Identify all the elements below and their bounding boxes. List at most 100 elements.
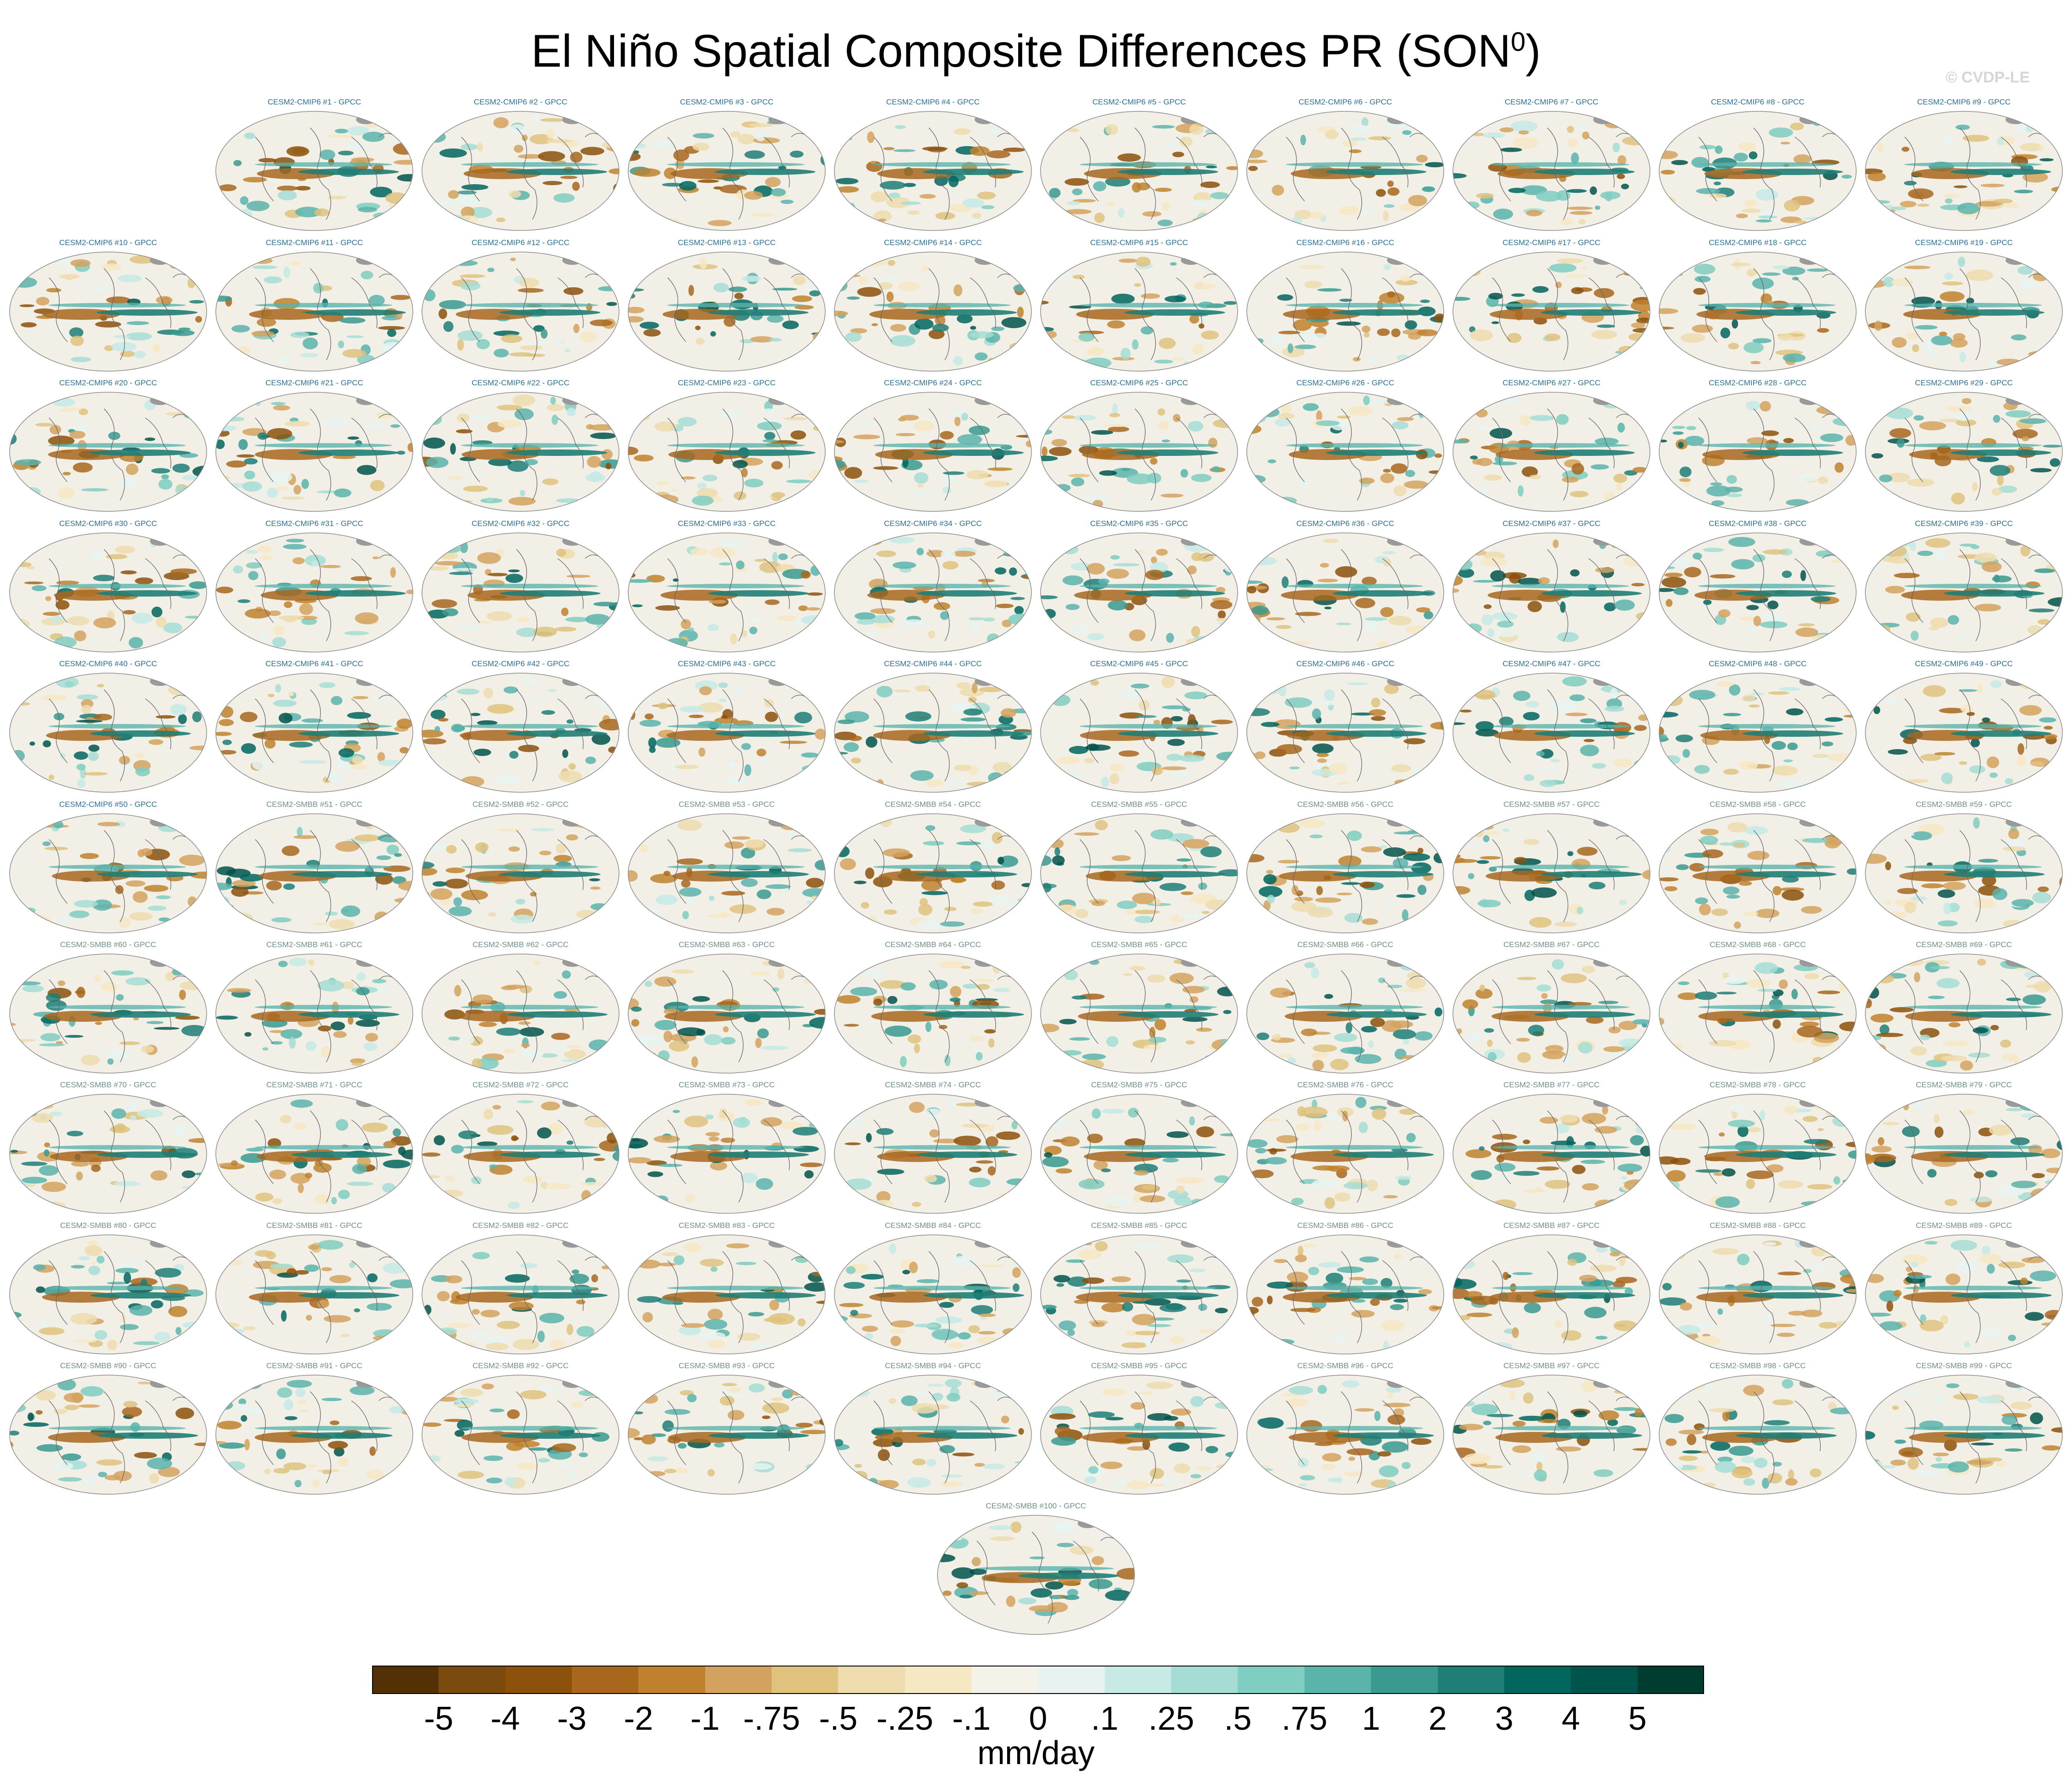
panel-label: CESM2-SMBB #66 - GPCC xyxy=(1297,940,1393,949)
map-outline xyxy=(628,813,826,933)
panel-label: CESM2-SMBB #88 - GPCC xyxy=(1710,1221,1806,1230)
map-outline xyxy=(215,532,413,652)
map-outline xyxy=(9,813,207,933)
ensemble-map-panel: CESM2-CMIP6 #2 - GPCC xyxy=(420,98,621,233)
map-outline xyxy=(1865,392,2063,512)
ensemble-map-panel: CESM2-CMIP6 #35 - GPCC xyxy=(1039,519,1239,655)
map-outline xyxy=(1453,252,1650,372)
precip-anomaly-field xyxy=(422,677,619,787)
ensemble-map-panel: CESM2-SMBB #91 - GPCC xyxy=(214,1361,415,1497)
map-outline xyxy=(1453,813,1650,933)
map-outline xyxy=(628,1234,826,1354)
map-outline xyxy=(1865,954,2063,1074)
panel-label: CESM2-SMBB #76 - GPCC xyxy=(1297,1080,1393,1089)
panel-label: CESM2-CMIP6 #34 - GPCC xyxy=(884,519,982,528)
ensemble-map-panel: CESM2-CMIP6 #22 - GPCC xyxy=(420,378,621,514)
panel-label: CESM2-CMIP6 #43 - GPCC xyxy=(678,659,776,668)
map-outline xyxy=(1246,1094,1444,1214)
map-outline xyxy=(1040,813,1238,933)
robinson-map xyxy=(1040,392,1238,512)
panel-label: CESM2-SMBB #96 - GPCC xyxy=(1297,1361,1393,1370)
ensemble-map-panel: CESM2-CMIP6 #29 - GPCC xyxy=(1864,378,2064,514)
ensemble-map-panel: CESM2-SMBB #52 - GPCC xyxy=(420,800,621,936)
precip-anomaly-field xyxy=(10,1098,207,1211)
ensemble-map-panel: CESM2-CMIP6 #45 - GPCC xyxy=(1039,659,1239,795)
map-outline xyxy=(1040,954,1238,1074)
colorbar-tick-label: 1 xyxy=(1362,1700,1381,1737)
map-outline xyxy=(9,392,207,512)
panel-label: CESM2-CMIP6 #7 - GPCC xyxy=(1504,98,1599,106)
precip-anomaly-field xyxy=(1041,817,1238,927)
ensemble-map-panel: CESM2-SMBB #76 - GPCC xyxy=(1245,1080,1446,1216)
robinson-map xyxy=(1246,1234,1444,1354)
colorbar-tick-label: 0 xyxy=(1029,1700,1047,1737)
map-outline xyxy=(422,1094,619,1214)
panel-label: CESM2-CMIP6 #38 - GPCC xyxy=(1709,519,1807,528)
colorbar-cell xyxy=(638,1666,705,1694)
panel-label: CESM2-CMIP6 #44 - GPCC xyxy=(884,659,982,668)
panel-label: CESM2-CMIP6 #39 - GPCC xyxy=(1915,519,2013,528)
panel-label: CESM2-CMIP6 #49 - GPCC xyxy=(1915,659,2013,668)
ensemble-map-panel: CESM2-CMIP6 #50 - GPCC xyxy=(8,800,208,936)
robinson-map xyxy=(1246,813,1444,933)
map-outline xyxy=(1453,392,1650,512)
panel-label: CESM2-SMBB #80 - GPCC xyxy=(60,1221,156,1230)
colorbar-cell xyxy=(1238,1666,1305,1694)
ensemble-map-panel: CESM2-SMBB #87 - GPCC xyxy=(1451,1221,1652,1357)
ensemble-map-panel: CESM2-SMBB #81 - GPCC xyxy=(214,1221,415,1357)
panel-label: CESM2-SMBB #81 - GPCC xyxy=(266,1221,362,1230)
colorbar-tick-label: -2 xyxy=(624,1700,653,1737)
ensemble-map-panel: CESM2-CMIP6 #32 - GPCC xyxy=(420,519,621,655)
map-outline xyxy=(1040,1375,1238,1495)
colorbar-cells xyxy=(372,1666,1704,1694)
ensemble-map-panel: CESM2-SMBB #85 - GPCC xyxy=(1039,1221,1239,1357)
colorbar-cell xyxy=(705,1666,772,1694)
map-outline xyxy=(1246,532,1444,652)
map-outline xyxy=(834,1094,1032,1214)
ensemble-map-panel: CESM2-CMIP6 #36 - GPCC xyxy=(1245,519,1446,655)
map-outline xyxy=(937,1515,1135,1635)
robinson-map xyxy=(422,1234,619,1354)
panel-label: CESM2-CMIP6 #40 - GPCC xyxy=(59,659,157,668)
panel-label: CESM2-CMIP6 #37 - GPCC xyxy=(1502,519,1601,528)
ensemble-map-panel: CESM2-CMIP6 #9 - GPCC xyxy=(1864,98,2064,233)
ensemble-map-panel: CESM2-CMIP6 #7 - GPCC xyxy=(1451,98,1652,233)
map-outline xyxy=(1040,673,1238,793)
ensemble-map-panel: CESM2-CMIP6 #12 - GPCC xyxy=(420,238,621,374)
panel-label: CESM2-SMBB #58 - GPCC xyxy=(1710,800,1806,809)
map-outline xyxy=(1040,1094,1238,1214)
robinson-map xyxy=(834,252,1032,372)
colorbar-cell xyxy=(904,1666,972,1694)
panel-label: CESM2-SMBB #73 - GPCC xyxy=(679,1080,775,1089)
map-outline xyxy=(1865,813,2063,933)
map-outline xyxy=(1865,1375,2063,1495)
panel-label: CESM2-SMBB #79 - GPCC xyxy=(1916,1080,2012,1089)
map-outline xyxy=(422,532,619,652)
map-outline xyxy=(1659,1234,1857,1354)
robinson-map xyxy=(1453,1375,1650,1495)
robinson-map xyxy=(628,392,826,512)
ensemble-map-panel: CESM2-SMBB #66 - GPCC xyxy=(1245,940,1446,1076)
ensemble-map-panel: CESM2-SMBB #57 - GPCC xyxy=(1451,800,1652,936)
map-outline xyxy=(422,1375,619,1495)
colorbar-tick-label: 4 xyxy=(1562,1700,1580,1737)
map-outline xyxy=(215,813,413,933)
panel-label: CESM2-SMBB #91 - GPCC xyxy=(266,1361,362,1370)
ensemble-map-panel: CESM2-CMIP6 #44 - GPCC xyxy=(833,659,1033,795)
map-outline xyxy=(1246,1375,1444,1495)
ensemble-map-panel: CESM2-SMBB #58 - GPCC xyxy=(1657,800,1858,936)
ensemble-map-panel: CESM2-CMIP6 #21 - GPCC xyxy=(214,378,415,514)
precip-anomaly-field xyxy=(834,1379,1031,1489)
panel-label: CESM2-CMIP6 #47 - GPCC xyxy=(1502,659,1601,668)
map-outline xyxy=(1040,252,1238,372)
robinson-map xyxy=(215,392,413,512)
ensemble-map-panel: CESM2-CMIP6 #5 - GPCC xyxy=(1039,98,1239,233)
panel-label: CESM2-CMIP6 #12 - GPCC xyxy=(471,238,570,247)
ensemble-map-panel: CESM2-SMBB #60 - GPCC xyxy=(8,940,208,1076)
robinson-map xyxy=(1040,1375,1238,1495)
map-outline xyxy=(1453,1094,1650,1214)
robinson-map xyxy=(1865,1234,2063,1354)
ensemble-map-panel: CESM2-CMIP6 #28 - GPCC xyxy=(1657,378,1858,514)
robinson-map xyxy=(215,954,413,1074)
precip-anomaly-field xyxy=(835,817,1031,931)
